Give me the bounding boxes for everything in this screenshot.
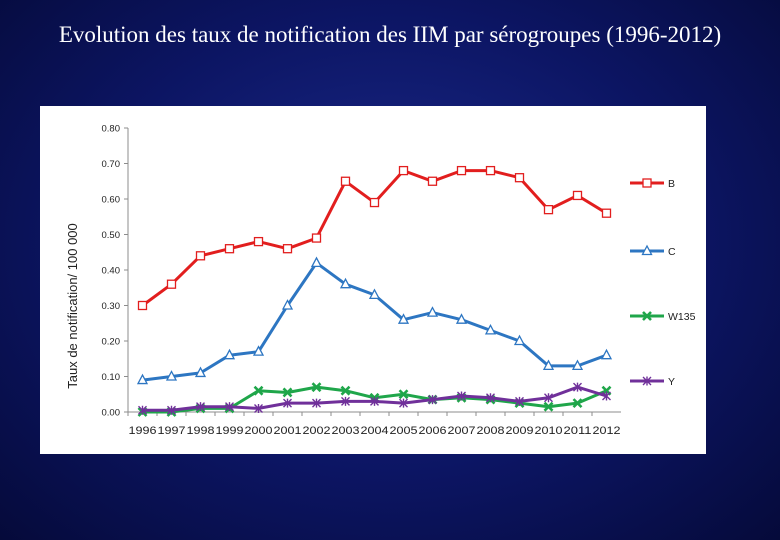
- data-point-y: [225, 402, 234, 412]
- y-tick-label: 0.40: [102, 266, 121, 277]
- data-point-y: [167, 405, 176, 415]
- data-point-c: [281, 299, 294, 310]
- data-point-w135: [543, 401, 554, 412]
- data-point-w135: [282, 387, 293, 398]
- line-chart: Taux de notification/ 100 000 0.00 0.10 0.…: [65, 124, 696, 438]
- data-point-b: [253, 236, 264, 247]
- data-point-b: [282, 244, 293, 254]
- series-line-b: [141, 169, 608, 307]
- x-tick-label: 1996: [129, 425, 157, 437]
- data-point-y: [370, 396, 379, 406]
- data-point-b: [514, 173, 525, 183]
- data-point-b: [601, 208, 612, 218]
- data-point-y: [457, 391, 466, 401]
- x-tick-label: 2004: [361, 425, 389, 437]
- x-tick-label: 2000: [245, 425, 273, 437]
- legend-marker-y: [642, 376, 652, 386]
- data-point-c: [397, 313, 410, 324]
- data-point-c: [571, 359, 584, 371]
- data-point-y: [341, 396, 350, 406]
- data-point-y: [312, 398, 321, 408]
- x-tick-label: 2003: [332, 425, 360, 437]
- data-point-b: [572, 190, 583, 201]
- x-tick-label: 1997: [158, 425, 186, 437]
- data-point-w135: [311, 382, 322, 393]
- x-tick-label: 2012: [593, 425, 621, 437]
- y-tick-label: 0.20: [102, 337, 121, 348]
- x-tick-label: 2008: [477, 425, 505, 437]
- data-point-y: [544, 393, 553, 403]
- x-tick-label: 2005: [390, 425, 418, 437]
- data-point-w135: [340, 385, 351, 396]
- y-tick-label: 0.30: [102, 301, 121, 312]
- legend-label-b: B: [668, 178, 675, 190]
- data-point-b: [166, 279, 177, 289]
- y-tick-label: 0.80: [102, 124, 121, 135]
- y-tick-label: 0.10: [102, 372, 121, 383]
- slide-title: Evolution des taux de notification des I…: [58, 22, 722, 47]
- y-tick-label: 0.60: [102, 195, 121, 206]
- data-point-y: [428, 395, 437, 405]
- x-tick-label: 2001: [274, 425, 302, 437]
- data-point-b: [137, 300, 148, 311]
- data-point-c: [252, 345, 265, 356]
- data-point-y: [515, 396, 524, 406]
- data-point-y: [399, 398, 408, 408]
- data-point-c: [426, 306, 439, 317]
- x-tick-label: 2007: [448, 425, 476, 437]
- y-tick-label: 0.00: [102, 408, 121, 419]
- data-point-c: [513, 334, 526, 346]
- data-point-b: [195, 251, 206, 261]
- chart-panel: Taux de notification/ 100 000 0.00 0.10 0.…: [40, 106, 706, 454]
- x-tick-label: 2002: [303, 425, 331, 437]
- legend-marker-w135: [642, 311, 652, 321]
- data-point-w135: [572, 398, 583, 409]
- data-point-c: [542, 359, 555, 371]
- x-tick-label: 2011: [564, 425, 592, 437]
- data-point-y: [602, 391, 611, 401]
- data-point-c: [310, 256, 323, 268]
- x-tick-label: 2009: [506, 425, 534, 437]
- data-point-b: [398, 165, 409, 176]
- x-tick-label: 2006: [419, 425, 447, 437]
- data-point-w135: [253, 385, 264, 396]
- y-axis-title: Taux de notification/ 100 000: [65, 223, 80, 389]
- data-point-b: [427, 176, 438, 186]
- legend-label-c: C: [668, 246, 676, 258]
- data-point-b: [224, 244, 235, 254]
- data-point-y: [138, 405, 147, 415]
- data-point-c: [455, 313, 468, 324]
- series-line-c: [142, 261, 608, 382]
- legend-marker-b: [642, 178, 652, 188]
- x-tick-label: 2010: [535, 425, 563, 437]
- data-point-y: [196, 402, 205, 412]
- data-point-c: [136, 373, 149, 385]
- data-point-w135: [398, 389, 409, 400]
- data-point-b: [340, 176, 351, 186]
- data-point-y: [486, 393, 495, 403]
- data-point-b: [485, 165, 496, 176]
- data-point-y: [283, 398, 292, 408]
- data-point-c: [223, 348, 236, 360]
- y-tick-label: 0.70: [102, 159, 121, 170]
- data-point-c: [165, 370, 178, 381]
- data-point-c: [339, 277, 352, 289]
- data-point-c: [484, 323, 497, 335]
- data-point-b: [456, 165, 467, 176]
- x-tick-label: 1999: [216, 425, 244, 437]
- data-point-c: [194, 366, 207, 378]
- legend-label-y: Y: [668, 376, 675, 388]
- data-point-c: [600, 348, 613, 360]
- data-point-y: [254, 403, 263, 413]
- legend-label-w135: W135: [668, 311, 696, 323]
- data-point-y: [573, 382, 582, 392]
- data-point-b: [369, 197, 380, 208]
- legend-marker-c: [641, 244, 653, 256]
- x-tick-label: 1998: [187, 425, 215, 437]
- data-point-b: [311, 233, 322, 243]
- data-point-c: [368, 288, 381, 300]
- y-tick-label: 0.50: [102, 230, 121, 241]
- data-point-b: [543, 205, 554, 215]
